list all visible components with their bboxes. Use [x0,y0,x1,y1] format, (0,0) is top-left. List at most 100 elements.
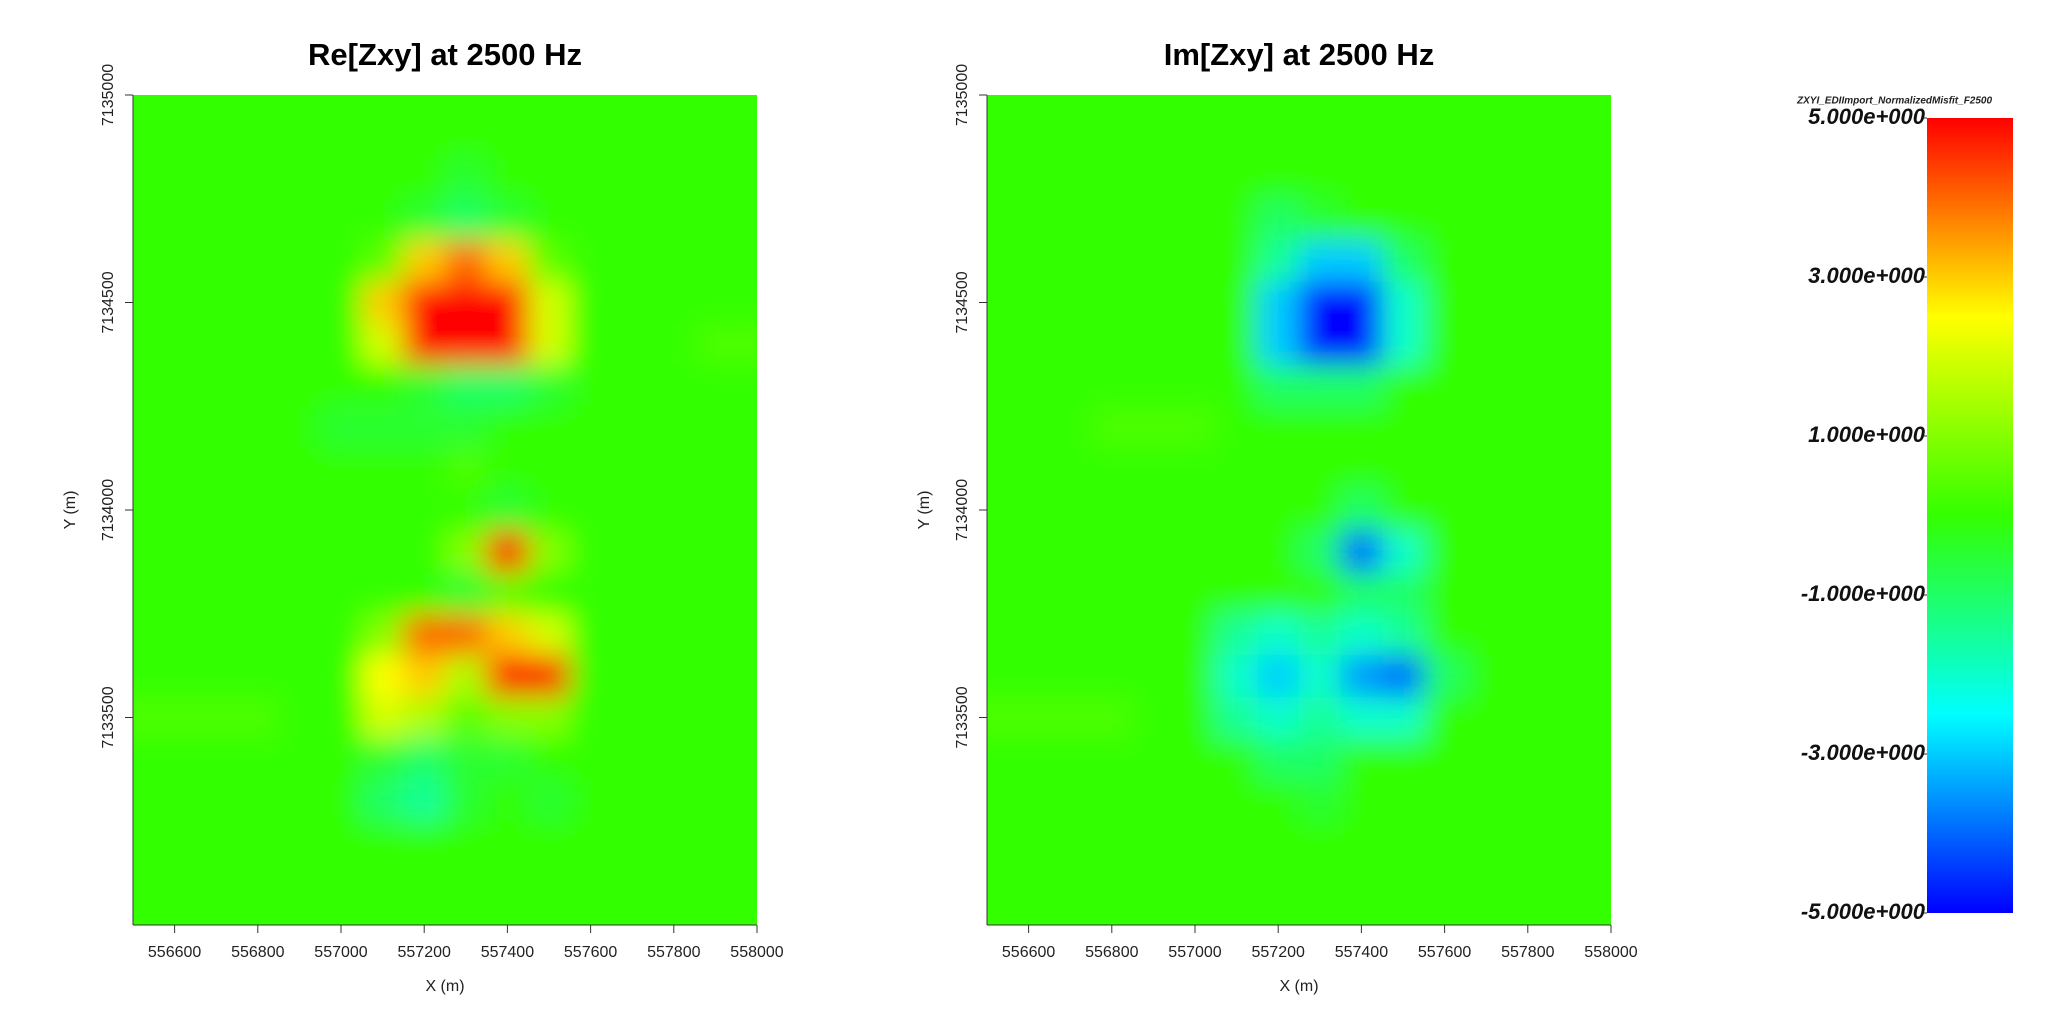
heat-cell [195,696,238,739]
heat-cell [320,364,363,407]
heat-cell [361,779,404,822]
heat-cell [1507,696,1550,739]
heat-cell [1257,613,1300,656]
heat-cell [1382,115,1425,158]
heat-cell [1423,115,1466,158]
x-axis-label: X (m) [1279,978,1318,995]
heat-cell [195,95,238,117]
heat-cell [1174,95,1217,117]
heat-cell [320,406,363,449]
heat-cell [1049,323,1092,366]
heat-cell [1174,240,1217,283]
heat-cell [237,572,280,615]
heat-cell [611,489,654,532]
heat-cell [486,406,529,449]
heat-cell [611,821,654,864]
heat-cell [1132,738,1175,781]
heat-cell [1465,613,1508,656]
heat-cell [653,157,696,200]
heat-cell [1257,530,1300,573]
heat-cell [1007,738,1050,781]
heat-cell [1174,489,1217,532]
plot-area [133,95,757,925]
heat-cell [987,696,1009,739]
heat-cell [1507,323,1550,366]
heat-cell [403,364,446,407]
heat-cell [1423,572,1466,615]
colorbar [1927,118,2013,913]
heat-cell [1465,281,1508,324]
heat-cell [987,613,1009,656]
heat-cell [237,406,280,449]
heat-cell [1548,406,1591,449]
heat-cell [987,572,1009,615]
heat-cell [1507,655,1550,698]
x-tick-label: 556600 [1002,944,1055,961]
heat-cell [320,572,363,615]
heat-cell [278,95,321,117]
heat-cell [1215,779,1258,822]
heat-cell [278,613,321,656]
heat-cell [153,157,196,200]
heat-cell [320,738,363,781]
heat-cell [403,240,446,283]
heat-cell [1548,904,1591,925]
heat-cell [361,489,404,532]
heat-cell [361,323,404,366]
heat-cell [1423,240,1466,283]
heat-cell [1423,364,1466,407]
heat-cell [1590,779,1611,822]
heat-cell [1382,530,1425,573]
heat-cell [1299,572,1342,615]
heat-cell [653,904,696,925]
heat-cell [1007,323,1050,366]
heat-cell [195,821,238,864]
heat-cell [1299,240,1342,283]
colorbar-tick-label: -5.000e+000 [1801,899,1926,924]
heat-cell [1340,406,1383,449]
heat-cell [736,613,757,656]
heat-cell [1382,198,1425,241]
heat-cell [694,447,737,490]
heat-cell [1174,904,1217,925]
heat-cell [133,240,155,283]
heat-cell [1215,157,1258,200]
heat-cell [1215,198,1258,241]
heat-cell [1257,115,1300,158]
heat-cell [736,281,757,324]
heat-cell [1465,447,1508,490]
heat-cell [1049,240,1092,283]
heat-cell [1465,157,1508,200]
heat-cell [278,281,321,324]
heat-cell [1091,738,1134,781]
heat-cell [987,95,1009,117]
heat-cell [1049,904,1092,925]
heat-cell [486,572,529,615]
heat-cell [403,95,446,117]
heat-cell [569,157,612,200]
heat-cell [528,821,571,864]
heat-cell [237,281,280,324]
heat-cell [1382,95,1425,117]
heat-cell [694,489,737,532]
heat-cell [1091,95,1134,117]
heat-cell [1007,821,1050,864]
heat-cell [445,364,488,407]
heat-cell [1465,115,1508,158]
heat-cell [569,323,612,366]
heat-cell [987,157,1009,200]
heat-cell [1257,364,1300,407]
heat-cell [486,613,529,656]
heat-cell [611,157,654,200]
heat-cell [1132,904,1175,925]
heat-cell [1548,530,1591,573]
heat-cell [1257,323,1300,366]
heat-cell [528,489,571,532]
heat-cell [694,198,737,241]
heat-cell [1132,406,1175,449]
heat-cell [528,323,571,366]
heat-cell [1299,779,1342,822]
heat-cell [1257,779,1300,822]
heat-cell [1215,904,1258,925]
heat-cell [445,738,488,781]
